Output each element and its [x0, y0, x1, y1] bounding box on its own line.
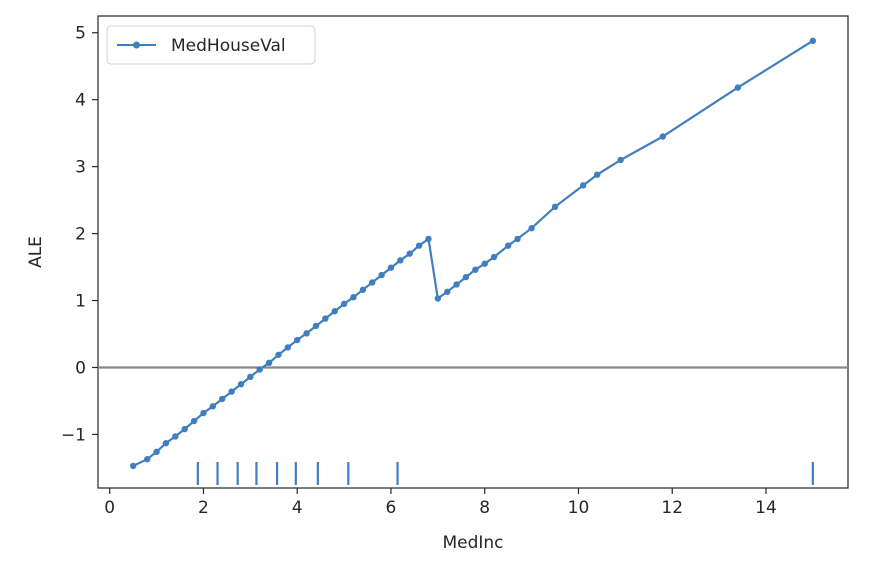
data-point: [303, 330, 310, 337]
y-tick-label: 3: [75, 158, 86, 178]
data-point: [453, 281, 460, 288]
data-point: [340, 300, 348, 308]
data-point: [359, 286, 367, 294]
data-point: [181, 425, 188, 433]
data-point: [444, 288, 451, 296]
legend-marker-icon: [133, 41, 140, 49]
legend-box: [106, 25, 316, 65]
data-point: [172, 433, 179, 440]
data-point: [528, 225, 535, 232]
data-point: [144, 456, 151, 463]
legend-label: MedHouseVal: [171, 36, 286, 56]
data-point: [617, 156, 624, 164]
data-point: [350, 293, 357, 301]
data-point: [247, 373, 254, 381]
y-axis-label: ALE: [26, 236, 46, 268]
x-axis-label: MedInc: [442, 533, 503, 553]
data-point: [406, 250, 413, 257]
legend: MedHouseVal: [106, 25, 316, 65]
data-point: [200, 409, 207, 417]
data-point: [809, 37, 817, 44]
x-tick-label: 12: [661, 498, 683, 518]
data-point: [219, 395, 226, 403]
data-point: [153, 448, 160, 456]
data-point: [462, 273, 470, 281]
data-point: [387, 264, 395, 271]
plot-area: [97, 15, 849, 489]
data-point: [284, 344, 292, 351]
data-point: [129, 462, 137, 470]
data-point: [481, 260, 488, 267]
data-point: [369, 279, 376, 286]
data-point: [434, 295, 442, 302]
y-tick-label: 0: [75, 358, 86, 378]
data-point: [162, 439, 170, 447]
data-point: [322, 315, 329, 322]
x-tick-label: 14: [755, 498, 777, 518]
y-tick-label: 1: [75, 292, 86, 312]
data-point: [397, 257, 404, 264]
data-point: [594, 171, 601, 178]
data-point: [551, 203, 559, 211]
data-point: [265, 359, 273, 367]
data-point: [190, 417, 198, 425]
data-point: [237, 381, 245, 388]
data-point: [579, 182, 587, 189]
data-point: [415, 242, 423, 249]
rug-layer: [196, 462, 814, 485]
data-point: [256, 366, 263, 373]
x-tick-label: 10: [568, 498, 590, 518]
data-point: [209, 403, 217, 410]
y-tick-label: 4: [75, 91, 86, 111]
x-axis: 0 2 4 6 8 10 12 14: [104, 488, 777, 518]
data-point: [425, 235, 432, 243]
data-point: [275, 351, 282, 358]
data-point: [472, 266, 479, 273]
x-tick-label: 4: [292, 498, 303, 518]
data-point: [228, 388, 235, 395]
x-tick-label: 8: [479, 498, 490, 518]
data-point: [378, 271, 385, 279]
data-point: [659, 133, 667, 140]
data-point: [294, 336, 301, 344]
data-point: [734, 84, 742, 91]
data-point: [331, 308, 338, 315]
x-tick-label: 0: [104, 498, 115, 518]
data-point: [312, 322, 320, 330]
data-point: [504, 242, 512, 249]
y-tick-label: 2: [75, 225, 86, 245]
data-point: [514, 235, 521, 243]
y-tick-label: 5: [75, 24, 86, 44]
x-tick-label: 2: [198, 498, 209, 518]
x-tick-label: 6: [386, 498, 397, 518]
y-tick-label: −1: [61, 425, 86, 445]
y-axis: −1 0 1 2 3 4 5: [61, 24, 98, 445]
data-point: [490, 253, 498, 261]
series-layer: [129, 37, 817, 470]
